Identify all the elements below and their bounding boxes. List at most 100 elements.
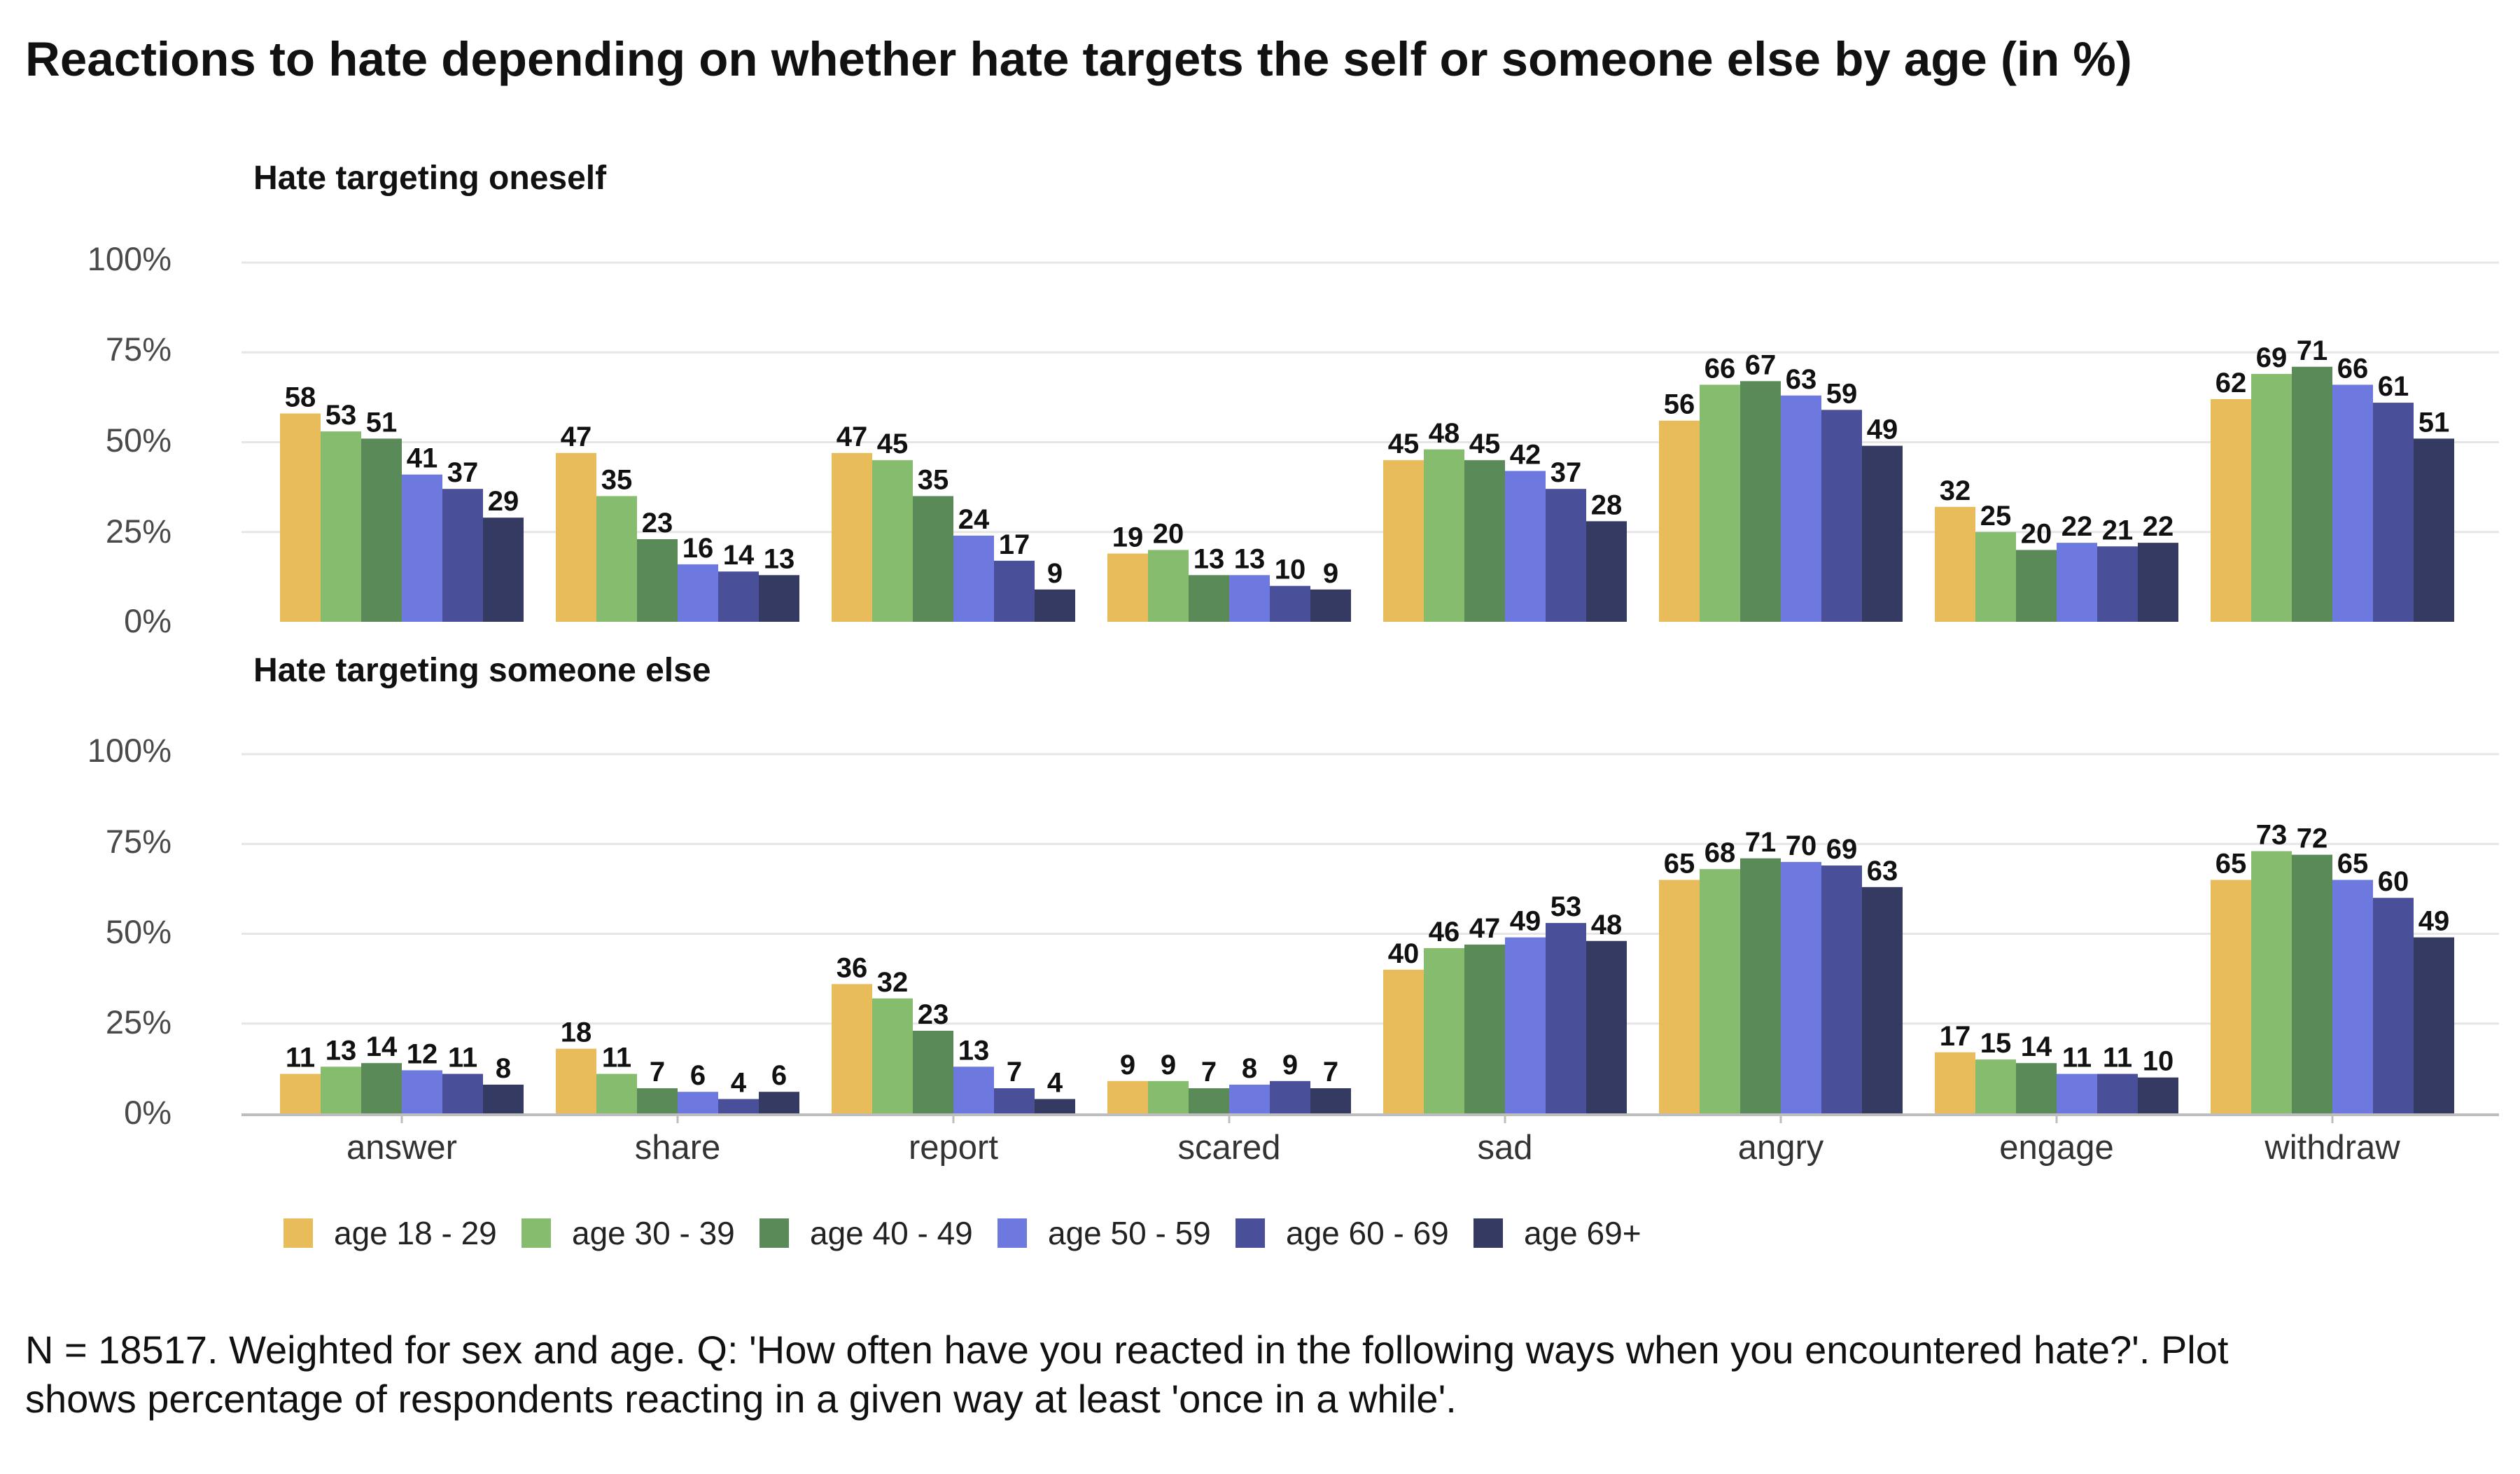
bar — [913, 496, 953, 622]
bar — [2097, 1073, 2138, 1113]
bar — [1310, 1088, 1351, 1113]
value-label: 21 — [2102, 515, 2134, 545]
bar — [280, 413, 321, 622]
bar — [1310, 589, 1351, 622]
value-label: 8 — [1242, 1053, 1257, 1084]
value-label: 49 — [2418, 906, 2450, 937]
bar — [872, 460, 913, 622]
value-label: 9 — [1047, 558, 1063, 589]
bar — [321, 1066, 361, 1113]
bar — [637, 539, 678, 622]
value-label: 11 — [2062, 1043, 2092, 1073]
bar — [402, 474, 442, 622]
bar — [1107, 553, 1148, 622]
value-label: 13 — [1234, 543, 1266, 574]
bar — [2251, 851, 2292, 1113]
value-label: 6 — [771, 1060, 787, 1091]
y-tick-label: 25% — [106, 1003, 172, 1041]
bar — [1740, 858, 1781, 1113]
value-label: 58 — [285, 382, 316, 412]
bar — [953, 535, 994, 622]
value-label: 17 — [999, 529, 1030, 560]
bar — [994, 560, 1035, 622]
value-label: 51 — [366, 407, 398, 438]
bar — [759, 1092, 799, 1113]
bar — [402, 1070, 442, 1113]
value-label: 25 — [1980, 501, 2012, 531]
value-label: 36 — [836, 952, 868, 983]
value-label: 35 — [918, 464, 949, 495]
value-label: 53 — [1550, 891, 1582, 922]
bar — [2211, 398, 2251, 622]
legend-swatch — [284, 1218, 313, 1248]
value-label: 24 — [958, 504, 990, 535]
value-label: 47 — [836, 422, 868, 452]
value-label: 9 — [1120, 1050, 1135, 1080]
bar — [361, 438, 402, 622]
bar — [1821, 865, 1862, 1113]
value-label: 70 — [1786, 830, 1817, 861]
x-tick-label: withdraw — [2264, 1129, 2400, 1167]
bar — [1189, 575, 1229, 622]
legend-swatch — [522, 1218, 551, 1248]
value-label: 13 — [326, 1035, 357, 1066]
value-label: 11 — [448, 1043, 477, 1073]
value-label: 29 — [488, 486, 519, 517]
value-label: 65 — [2337, 849, 2369, 879]
bar — [2332, 879, 2373, 1113]
value-label: 12 — [407, 1038, 438, 1069]
legend-swatch — [760, 1218, 789, 1248]
bar — [1229, 1084, 1270, 1113]
value-label: 4 — [731, 1067, 747, 1098]
value-label: 15 — [1980, 1028, 2012, 1059]
value-label: 71 — [1745, 827, 1777, 858]
value-label: 35 — [601, 464, 633, 495]
panel-1: Hate targeting oneself 0% 25% 50% 75% 100% 58 4… — [88, 160, 2499, 639]
bar — [1781, 861, 1821, 1113]
bar — [321, 431, 361, 622]
value-label: 14 — [723, 540, 755, 571]
bar — [2211, 879, 2251, 1113]
value-label: 22 — [2143, 511, 2174, 542]
bar — [1383, 460, 1424, 622]
bar — [596, 496, 637, 622]
bar — [1148, 1080, 1189, 1113]
bar — [2251, 374, 2292, 622]
bar — [2332, 384, 2373, 622]
value-label: 13 — [764, 543, 795, 574]
value-label: 32 — [877, 967, 909, 998]
value-label: 63 — [1786, 364, 1817, 395]
y-tick-label: 25% — [106, 513, 172, 550]
bar — [1975, 1059, 2016, 1113]
value-label: 45 — [1469, 429, 1501, 459]
bar — [1821, 410, 1862, 622]
value-label: 56 — [1664, 389, 1695, 420]
legend-item: age 30 - 39 — [522, 1215, 735, 1251]
bar — [1035, 1099, 1075, 1113]
bar — [1935, 506, 1975, 622]
bar — [596, 1073, 637, 1113]
value-label: 51 — [2418, 407, 2450, 438]
value-label: 11 — [2103, 1043, 2132, 1073]
value-label: 40 — [1388, 938, 1420, 969]
bar — [483, 1084, 524, 1113]
value-label: 16 — [682, 533, 714, 564]
value-label: 11 — [286, 1043, 315, 1073]
bar — [2292, 854, 2332, 1113]
x-tick-label: answer — [346, 1129, 457, 1167]
bar — [1270, 1080, 1310, 1113]
bar — [1975, 531, 2016, 622]
bar — [1464, 460, 1505, 622]
value-label: 48 — [1591, 910, 1623, 940]
value-label: 69 — [1826, 834, 1858, 865]
bar — [913, 1031, 953, 1113]
value-label: 65 — [1664, 849, 1695, 879]
legend-label: age 18 - 29 — [334, 1215, 497, 1251]
value-label: 71 — [2297, 335, 2328, 366]
bar — [994, 1088, 1035, 1113]
panel-title: Hate targeting oneself — [253, 160, 607, 197]
value-label: 61 — [2378, 371, 2409, 402]
bar — [1659, 420, 1700, 622]
value-label: 65 — [2216, 849, 2247, 879]
